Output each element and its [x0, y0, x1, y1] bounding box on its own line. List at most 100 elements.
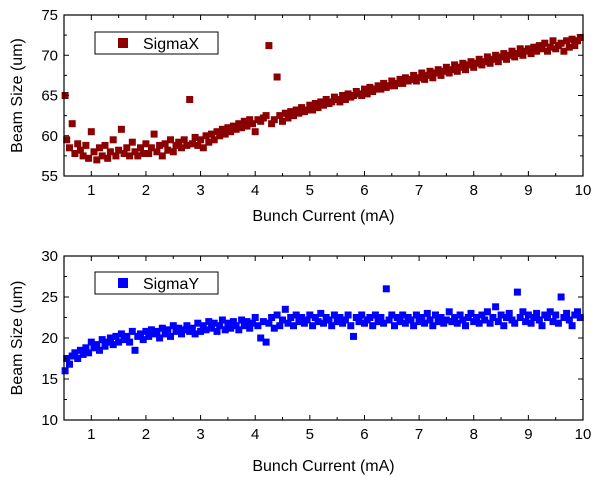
- data-point: [71, 349, 79, 357]
- y-tick-label: 15: [41, 371, 58, 388]
- data-point: [147, 326, 155, 334]
- data-point: [106, 148, 114, 156]
- x-tick-label: 6: [360, 426, 368, 443]
- data-point: [265, 319, 273, 327]
- data-point: [235, 326, 243, 334]
- data-point: [486, 59, 494, 67]
- data-point: [284, 319, 292, 327]
- data-point: [554, 319, 562, 327]
- data-point: [552, 311, 560, 319]
- data-point: [388, 77, 396, 85]
- data-point: [243, 122, 251, 130]
- data-point: [442, 316, 450, 324]
- data-point: [139, 336, 147, 344]
- data-point: [191, 330, 199, 338]
- data-point: [459, 59, 467, 67]
- data-point: [483, 308, 491, 316]
- data-point: [259, 318, 267, 326]
- data-point: [161, 140, 169, 148]
- legend: SigmaX: [94, 31, 219, 55]
- data-point: [120, 150, 128, 157]
- data-point: [164, 326, 172, 334]
- data-point: [268, 314, 276, 321]
- data-point: [180, 326, 188, 334]
- data-point: [96, 346, 103, 354]
- data-point: [213, 128, 221, 136]
- data-point: [101, 141, 109, 149]
- data-point: [467, 58, 475, 66]
- data-point: [109, 136, 117, 144]
- data-point: [396, 318, 404, 326]
- y-tick-label: 10: [41, 412, 58, 429]
- data-point: [232, 125, 240, 133]
- data-point: [254, 322, 262, 330]
- data-point: [183, 141, 191, 149]
- data-point: [382, 285, 390, 293]
- data-point: [216, 322, 224, 330]
- data-point: [320, 101, 327, 109]
- data-point: [156, 141, 164, 149]
- x-tick-label: 1: [87, 182, 95, 199]
- data-point: [153, 327, 161, 335]
- data-point: [281, 109, 289, 117]
- data-point: [366, 83, 374, 91]
- data-point: [568, 35, 576, 43]
- data-point: [61, 367, 69, 375]
- x-tick-label: 10: [575, 426, 592, 443]
- x-tick-label: 3: [196, 426, 204, 443]
- data-point: [298, 314, 306, 321]
- data-point: [276, 322, 284, 330]
- x-tick-label: 8: [470, 182, 478, 199]
- data-point: [418, 314, 426, 321]
- data-point: [325, 316, 333, 324]
- data-point: [538, 45, 546, 53]
- data-point: [522, 318, 530, 326]
- data-point: [503, 314, 510, 321]
- data-point: [257, 334, 265, 342]
- data-point: [576, 34, 584, 41]
- data-point: [341, 96, 349, 103]
- data-point: [429, 74, 437, 82]
- x-tick-label: 3: [196, 182, 204, 199]
- x-tick-label: 9: [524, 182, 532, 199]
- data-point: [396, 75, 404, 83]
- data-point: [565, 43, 573, 51]
- data-point: [328, 322, 336, 330]
- data-point: [246, 324, 254, 332]
- legend-marker: [118, 278, 128, 288]
- data-point: [426, 316, 434, 324]
- data-point: [232, 322, 240, 330]
- x-axis-label: Bunch Current (mA): [252, 458, 394, 475]
- data-point: [456, 63, 464, 71]
- data-point: [442, 63, 450, 71]
- data-point: [429, 322, 437, 330]
- data-point: [145, 332, 153, 340]
- data-point: [505, 51, 513, 59]
- data-point: [475, 55, 483, 63]
- data-point: [158, 152, 166, 160]
- data-point: [167, 332, 174, 340]
- data-point: [456, 311, 464, 319]
- data-point: [412, 311, 420, 319]
- data-point: [437, 71, 445, 79]
- data-point: [158, 324, 166, 332]
- data-point: [210, 319, 218, 327]
- data-point: [205, 138, 213, 146]
- data-point: [131, 346, 139, 354]
- x-axis-label: Bunch Current (mA): [252, 208, 394, 225]
- data-point: [407, 75, 415, 83]
- data-point: [500, 50, 508, 58]
- data-point: [229, 318, 237, 326]
- data-point: [221, 326, 229, 334]
- data-point: [183, 322, 191, 330]
- data-point: [524, 311, 532, 319]
- data-point: [497, 311, 505, 319]
- data-point: [139, 150, 147, 157]
- y-tick-label: 55: [41, 168, 58, 185]
- data-point: [287, 108, 295, 116]
- data-point: [361, 85, 368, 93]
- data-point: [66, 144, 73, 152]
- data-point: [287, 314, 295, 321]
- data-point: [385, 316, 393, 324]
- data-point: [355, 318, 363, 326]
